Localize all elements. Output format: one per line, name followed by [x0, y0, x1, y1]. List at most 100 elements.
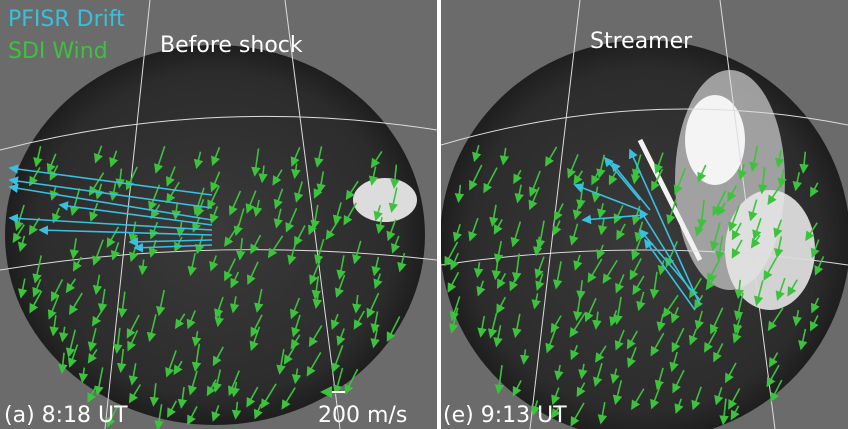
- vector-arrow: [65, 329, 77, 358]
- vector-arrow: [273, 208, 283, 229]
- vector-arrow: [353, 310, 365, 330]
- vector-arrow: [65, 278, 77, 294]
- vector-arrow: [528, 187, 540, 211]
- vector-arrow: [46, 153, 57, 174]
- vector-arrow: [573, 298, 583, 322]
- vector-arrow: [231, 401, 242, 420]
- sky-image: [5, 45, 425, 425]
- vector-arrow: [448, 307, 459, 334]
- vector-arrow: [452, 224, 462, 243]
- vector-arrow: [370, 311, 380, 334]
- vector-arrow: [8, 183, 213, 221]
- vector-arrow: [49, 185, 59, 201]
- aurora: [685, 95, 745, 185]
- streamer: [637, 138, 703, 262]
- vector-arrow: [228, 190, 242, 216]
- vector-arrow: [206, 379, 217, 397]
- bright-patch: [353, 178, 417, 222]
- vector-arrow: [373, 273, 383, 290]
- vector-arrow: [610, 368, 620, 384]
- vector-arrow: [32, 278, 42, 298]
- grid-line: [0, 249, 437, 271]
- vector-arrow: [397, 252, 407, 273]
- vector-arrow: [89, 202, 99, 222]
- vector-arrow: [630, 165, 641, 185]
- vector-arrow: [748, 199, 758, 222]
- vector-arrow: [133, 242, 213, 253]
- vector-arrow: [616, 223, 626, 241]
- vector-arrow: [174, 313, 186, 330]
- grid-line: [719, 0, 776, 429]
- vector-arrow: [167, 400, 178, 418]
- vector-arrow: [8, 176, 213, 209]
- vector-arrow: [32, 255, 43, 284]
- vector-arrow: [17, 278, 28, 299]
- vector-arrow: [631, 235, 643, 261]
- vector-arrow: [388, 187, 399, 213]
- vector-arrow: [14, 204, 25, 232]
- vector-arrow: [306, 351, 322, 377]
- vector-arrow: [258, 165, 268, 184]
- vector-arrow: [450, 252, 460, 271]
- vector-arrow: [444, 241, 459, 267]
- vector-arrow: [352, 294, 362, 314]
- vector-arrow: [94, 183, 105, 200]
- vector-arrow: [728, 205, 740, 232]
- vector-arrow: [154, 404, 164, 429]
- vector-arrow: [343, 202, 357, 226]
- vector-arrow: [528, 170, 541, 198]
- vector-arrow: [313, 182, 323, 199]
- vector-arrow: [597, 218, 608, 236]
- vector-arrow: [734, 279, 744, 300]
- vector-arrow: [454, 184, 465, 204]
- vector-arrow: [483, 167, 498, 194]
- vector-arrow: [674, 398, 684, 414]
- vector-arrow: [573, 170, 584, 185]
- panel-title: Before shock: [160, 33, 303, 58]
- vector-arrow: [469, 164, 483, 191]
- vector-arrow: [519, 349, 530, 365]
- vector-arrow: [570, 402, 585, 427]
- vector-arrow: [287, 237, 299, 266]
- vector-arrow: [534, 256, 545, 279]
- vector-arrow: [272, 169, 283, 186]
- vector-arrow: [552, 261, 563, 290]
- vector-arrow: [714, 387, 724, 406]
- vector-arrow: [115, 168, 125, 189]
- vector-arrow: [58, 201, 213, 226]
- vector-arrow: [499, 147, 510, 166]
- vector-arrow: [587, 258, 603, 283]
- vector-arrow: [171, 202, 182, 221]
- vector-arrow: [656, 313, 666, 332]
- vector-arrow: [375, 216, 386, 235]
- vector-arrow: [209, 255, 219, 272]
- vector-arrow: [331, 345, 344, 373]
- vector-arrow: [712, 190, 727, 217]
- vector-arrow: [535, 220, 546, 250]
- vector-arrow: [211, 147, 221, 167]
- vector-arrow: [673, 168, 686, 196]
- vector-arrow: [214, 296, 224, 319]
- vector-arrow: [146, 314, 157, 343]
- vector-arrow: [94, 367, 104, 396]
- vector-arrow: [291, 368, 302, 385]
- vector-arrow: [493, 219, 503, 235]
- vector-arrow: [628, 148, 701, 306]
- aurora: [725, 190, 815, 310]
- vector-arrow: [716, 202, 727, 217]
- vector-arrow: [236, 238, 246, 261]
- vector-arrow: [651, 168, 664, 192]
- vector-arrow: [654, 367, 665, 391]
- vector-arrow: [352, 240, 362, 265]
- vector-arrow: [631, 388, 645, 411]
- vector-arrow: [774, 150, 785, 169]
- vector-arrow: [727, 185, 737, 202]
- vector-arrow: [212, 346, 224, 367]
- panel-title: Streamer: [590, 29, 693, 54]
- vector-arrow: [193, 151, 204, 170]
- vector-arrow: [596, 244, 606, 260]
- vector-arrow: [191, 331, 202, 347]
- vector-arrow: [728, 388, 741, 410]
- vector-arrow: [713, 343, 724, 363]
- vector-arrow: [689, 277, 702, 299]
